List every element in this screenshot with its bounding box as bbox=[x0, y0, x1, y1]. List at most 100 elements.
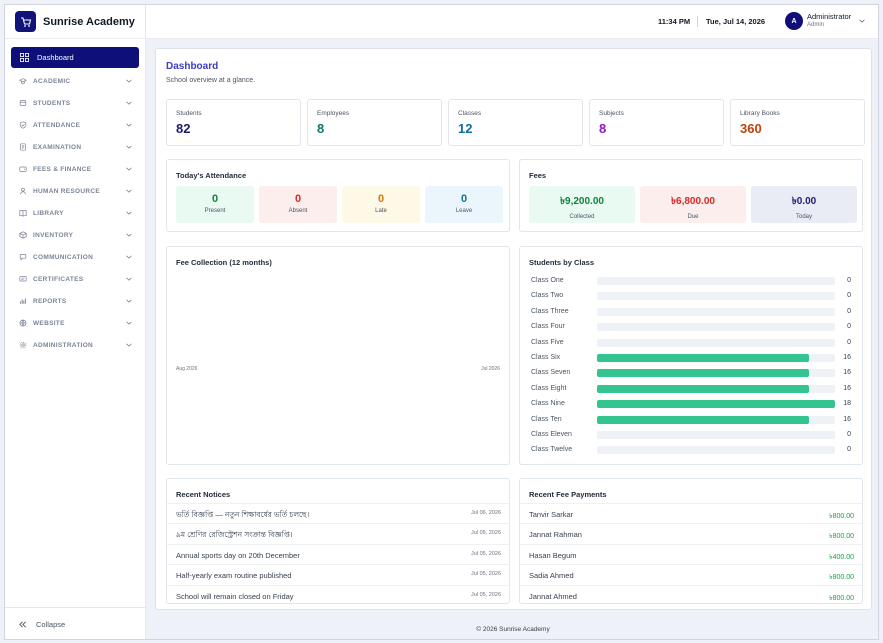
chevron-down-icon bbox=[126, 123, 132, 127]
sidebar-item-examination[interactable]: EXAMINATION bbox=[11, 136, 139, 158]
sidebar-item-communication[interactable]: COMMUNICATION bbox=[11, 246, 139, 268]
stat-card-library-books[interactable]: Library Books 360 bbox=[730, 99, 865, 146]
sidebar-item-academic[interactable]: ACADEMIC bbox=[11, 70, 139, 92]
sidebar-item-reports[interactable]: REPORTS bbox=[11, 290, 139, 312]
fees-due-amount: ৳6,800.00 bbox=[671, 196, 715, 207]
stat-label: Employees bbox=[317, 110, 350, 117]
notice-text: Annual sports day on 20th December bbox=[176, 550, 300, 560]
class-name: Class Ten bbox=[531, 415, 562, 423]
notice-row[interactable]: ৯ম শ্রেণির রেজিস্ট্রেশন সংক্রান্ত বিজ্ঞপ… bbox=[167, 523, 509, 543]
attendance-absent-box: 0 Absent bbox=[259, 186, 337, 223]
class-name: Class Seven bbox=[531, 369, 571, 377]
sidebar-item-administration[interactable]: ADMINISTRATION bbox=[11, 334, 139, 356]
sidebar-item-certificates[interactable]: CERTIFICATES bbox=[11, 268, 139, 290]
class-row: Class Eight 16 bbox=[529, 382, 853, 396]
dashboard-card: Dashboard School overview at a glance. S… bbox=[155, 48, 872, 610]
stat-card-employees[interactable]: Employees 8 bbox=[307, 99, 442, 146]
stat-label: Students bbox=[176, 110, 202, 117]
chat-icon bbox=[19, 254, 27, 261]
sidebar-item-library[interactable]: LIBRARY bbox=[11, 202, 139, 224]
attendance-late-label: Late bbox=[375, 208, 387, 214]
fees-collected-box: ৳9,200.00 Collected bbox=[529, 186, 635, 223]
class-count: 16 bbox=[843, 354, 851, 361]
globe-icon bbox=[19, 319, 27, 327]
fees-collected-amount: ৳9,200.00 bbox=[560, 196, 604, 207]
class-count: 16 bbox=[843, 415, 851, 423]
payment-name: Sadia Ahmed bbox=[529, 571, 574, 581]
class-bar-track bbox=[597, 384, 835, 393]
recent-payments-title: Recent Fee Payments bbox=[529, 490, 607, 499]
payment-amount: ৳800.00 bbox=[829, 574, 854, 582]
class-bar-track bbox=[597, 307, 835, 316]
attendance-leave-label: Leave bbox=[455, 208, 473, 214]
grid-icon bbox=[20, 53, 29, 62]
chevron-down-icon bbox=[126, 343, 132, 347]
sidebar-item-label: WEBSITE bbox=[33, 319, 65, 327]
sidebar-item-label: Dashboard bbox=[37, 53, 74, 62]
class-count: 0 bbox=[847, 277, 851, 284]
notice-row[interactable]: School will remain closed on Friday Jul 0… bbox=[167, 584, 509, 605]
clock-time: 11:34 PM bbox=[658, 17, 691, 26]
class-row: Class Six 16 bbox=[529, 351, 853, 365]
payment-row[interactable]: Tanvir Sarkar ৳800.00 bbox=[520, 503, 862, 523]
class-row: Class Twelve 0 bbox=[529, 443, 853, 457]
user-icon bbox=[20, 187, 26, 195]
sidebar-item-fees-finance[interactable]: FEES & FINANCE bbox=[11, 158, 139, 180]
user-role: Admin bbox=[807, 22, 825, 28]
students-by-class-card: Students by Class Class One 0 Class Two 0 Cl… bbox=[519, 246, 863, 465]
sidebar-item-website[interactable]: WEBSITE bbox=[11, 312, 139, 334]
recent-payments-card: Recent Fee Payments Tanvir Sarkar ৳800.00… bbox=[519, 478, 863, 604]
attendance-present-box: 0 Present bbox=[176, 186, 254, 223]
class-count: 0 bbox=[847, 431, 851, 438]
avatar[interactable]: A bbox=[785, 12, 803, 30]
class-count: 16 bbox=[843, 369, 851, 377]
sidebar-item-dashboard[interactable]: Dashboard bbox=[11, 47, 139, 68]
sidebar-item-attendance[interactable]: ATTENDANCE bbox=[11, 114, 139, 136]
chevron-down-icon[interactable] bbox=[858, 17, 866, 25]
notice-date: Jul 05, 2026 bbox=[471, 530, 501, 537]
chevron-down-icon bbox=[126, 167, 132, 171]
sidebar-item-human-resource[interactable]: HUMAN RESOURCE bbox=[11, 180, 139, 202]
class-bar bbox=[597, 400, 835, 409]
chevron-down-icon bbox=[126, 277, 132, 281]
notice-row[interactable]: ভর্তি বিজ্ঞপ্তি — নতুন শিক্ষাবর্ষের ভর্ত… bbox=[167, 503, 509, 523]
sidebar-item-label: HUMAN RESOURCE bbox=[33, 187, 101, 195]
attendance-present-label: Present bbox=[204, 208, 226, 214]
class-bar-track bbox=[597, 446, 835, 455]
stat-card-subjects[interactable]: Subjects 8 bbox=[589, 99, 724, 146]
brand[interactable]: Sunrise Academy bbox=[5, 5, 145, 39]
shield-check-icon bbox=[19, 121, 27, 129]
notice-row[interactable]: Annual sports day on 20th December Jul 05… bbox=[167, 543, 509, 564]
payment-row[interactable]: Hasan Begum ৳400.00 bbox=[520, 543, 862, 564]
payment-name: Hasan Begum bbox=[529, 550, 577, 560]
attendance-late-count: 0 bbox=[377, 193, 385, 205]
stat-card-classes[interactable]: Classes 12 bbox=[448, 99, 583, 146]
sidebar-nav: Dashboard ACADEMIC STUDENTS ATTENDANCE EXAM… bbox=[5, 39, 145, 356]
payment-row[interactable]: Jannat Rahman ৳800.00 bbox=[520, 523, 862, 543]
class-row: Class Seven 16 bbox=[529, 366, 853, 380]
class-row: Class One 0 bbox=[529, 274, 853, 288]
attendance-late-box: 0 Late bbox=[342, 186, 420, 223]
class-name: Class Four bbox=[531, 323, 565, 331]
class-bar-track bbox=[597, 292, 835, 301]
chevron-down-icon bbox=[126, 101, 132, 105]
certificate-icon bbox=[19, 276, 27, 282]
sidebar-item-label: CERTIFICATES bbox=[33, 275, 84, 283]
notice-row[interactable]: Half-yearly exam routine published Jul 05… bbox=[167, 564, 509, 584]
collapse-button[interactable]: Collapse bbox=[5, 607, 145, 639]
fees-today-box: ৳0.00 Today bbox=[751, 186, 857, 223]
class-row: Class Nine 18 bbox=[529, 397, 853, 411]
class-row: Class Two 0 bbox=[529, 289, 853, 303]
sidebar-item-students[interactable]: STUDENTS bbox=[11, 92, 139, 114]
current-date: Tue, Jul 14, 2026 bbox=[706, 17, 766, 26]
sidebar-item-inventory[interactable]: INVENTORY bbox=[11, 224, 139, 246]
stat-card-students[interactable]: Students 82 bbox=[166, 99, 301, 146]
notice-text: ভর্তি বিজ্ঞপ্তি — নতুন শিক্ষাবর্ষের ভর্ত… bbox=[176, 510, 310, 519]
payment-row[interactable]: Jannat Ahmed ৳800.00 bbox=[520, 584, 862, 605]
user-name[interactable]: Administrator bbox=[807, 12, 852, 21]
x-axis-end-label: Jul 2026 bbox=[481, 366, 500, 372]
cart-logo-icon bbox=[15, 11, 36, 32]
collapse-label: Collapse bbox=[36, 620, 66, 629]
class-row: Class Five 0 bbox=[529, 336, 853, 350]
payment-row[interactable]: Sadia Ahmed ৳800.00 bbox=[520, 564, 862, 584]
